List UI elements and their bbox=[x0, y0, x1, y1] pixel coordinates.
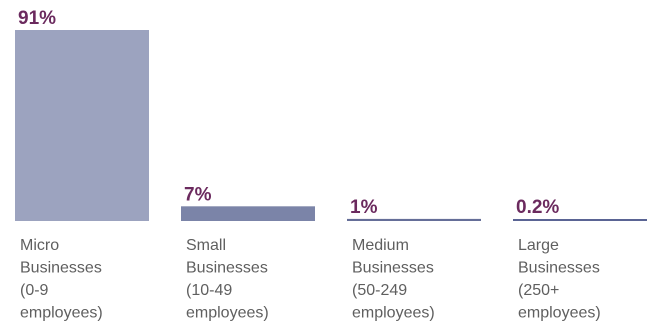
category-label-3-line-0: Large bbox=[518, 237, 559, 254]
bar-0 bbox=[15, 30, 149, 221]
bar-3 bbox=[513, 219, 647, 221]
category-label-2-line-3: employees) bbox=[352, 305, 435, 322]
category-label-2-line-2: (50-249 bbox=[352, 282, 407, 299]
bar-value-label-0: 91% bbox=[18, 8, 56, 29]
category-label-1-line-1: Businesses bbox=[186, 260, 268, 277]
category-label-3-line-3: employees) bbox=[518, 305, 601, 322]
bar-1 bbox=[181, 206, 315, 221]
bars-group bbox=[15, 30, 647, 221]
category-label-0-line-2: (0-9 bbox=[20, 282, 49, 299]
category-labels-group: Micro Businesses (0-9 employees) Small Busine… bbox=[20, 237, 601, 322]
bar-value-label-2: 1% bbox=[350, 197, 378, 218]
category-label-3-line-2: (250+ bbox=[518, 282, 559, 299]
bar-value-label-3: 0.2% bbox=[516, 197, 559, 218]
category-label-0-line-1: Businesses bbox=[20, 260, 102, 277]
category-label-1-line-0: Small bbox=[186, 237, 226, 254]
bar-2 bbox=[347, 218, 481, 221]
category-label-0-line-3: employees) bbox=[20, 305, 103, 322]
value-labels-group: 91% 7% 1% 0.2% bbox=[18, 8, 559, 218]
category-label-1-line-2: (10-49 bbox=[186, 282, 232, 299]
bar-value-label-1: 7% bbox=[184, 184, 212, 205]
category-label-2-line-1: Businesses bbox=[352, 260, 434, 277]
category-label-3-line-1: Businesses bbox=[518, 260, 600, 277]
category-label-2-line-0: Medium bbox=[352, 237, 409, 254]
category-label-0-line-0: Micro bbox=[20, 237, 59, 254]
category-label-1-line-3: employees) bbox=[186, 305, 269, 322]
